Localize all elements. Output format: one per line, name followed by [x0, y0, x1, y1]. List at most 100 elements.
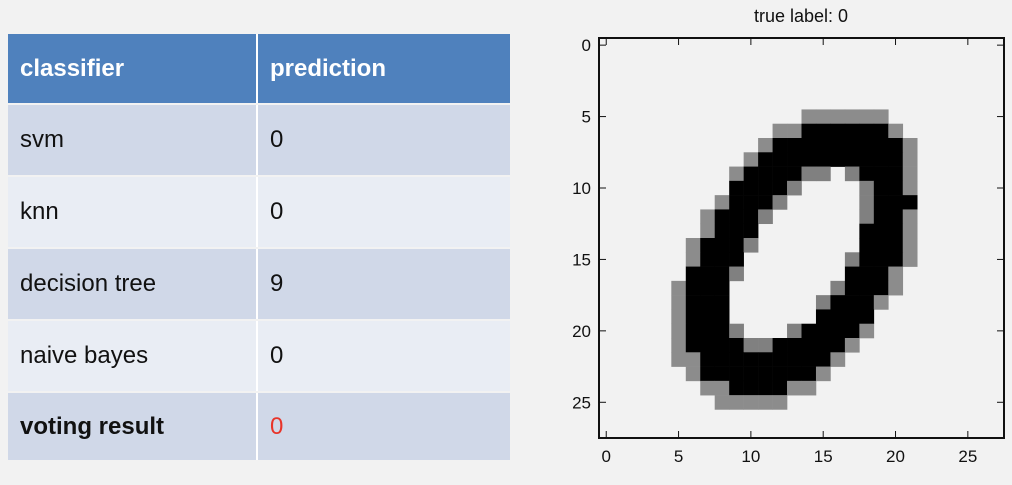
voting-result-row: voting result 0 [8, 393, 510, 460]
pixel [815, 152, 831, 167]
pixel [685, 352, 701, 367]
pixel [671, 280, 687, 296]
pixel [685, 280, 701, 296]
pixel [787, 180, 802, 196]
pixel [714, 223, 730, 239]
pixel [830, 338, 846, 353]
pixel [671, 323, 687, 339]
pixel [873, 109, 889, 125]
pixel [714, 309, 730, 325]
y-tick-label: 0 [582, 36, 591, 55]
pixel [859, 280, 875, 296]
pixel [714, 380, 730, 396]
pixel [873, 123, 889, 139]
table-row: svm 0 [8, 105, 510, 175]
y-axis-ticks: 0 5 10 15 20 25 [572, 36, 1004, 412]
pixel [671, 295, 687, 310]
pixel [888, 195, 904, 210]
pixel [685, 309, 701, 325]
pixel [729, 338, 744, 353]
table-row: naive bayes 0 [8, 321, 510, 391]
pixel [700, 366, 716, 382]
pixel [873, 238, 889, 253]
pixel [873, 295, 889, 310]
pixel [815, 138, 831, 153]
pixel [743, 180, 759, 196]
pixel [902, 166, 918, 182]
pixel [888, 166, 904, 182]
pixel [758, 352, 773, 367]
pixel [787, 138, 802, 153]
pixel [902, 209, 918, 225]
pixel [700, 295, 716, 310]
classifier-prediction-table: classifier prediction svm 0 knn 0 decisi… [8, 34, 510, 460]
x-tick-label: 25 [958, 447, 977, 466]
classifier-name: naive bayes [8, 321, 258, 391]
classifier-name: decision tree [8, 249, 258, 319]
pixel [787, 380, 802, 396]
pixel [729, 380, 744, 396]
pixel [873, 280, 889, 296]
table-row: decision tree 9 [8, 249, 510, 319]
pixel [888, 238, 904, 253]
pixel [815, 352, 831, 367]
pixel [743, 380, 759, 396]
pixel [714, 238, 730, 253]
pixel [873, 166, 889, 182]
pixel [700, 280, 716, 296]
classifier-name: knn [8, 177, 258, 247]
pixel [873, 252, 889, 267]
pixel [873, 266, 889, 282]
pixel [700, 266, 716, 282]
y-tick-label: 20 [572, 322, 591, 341]
pixel [787, 152, 802, 167]
pixel [844, 309, 860, 325]
pixel [815, 323, 831, 339]
pixel [844, 338, 860, 353]
pixel [859, 223, 875, 239]
pixel [873, 223, 889, 239]
pixel [714, 366, 730, 382]
table-row: knn 0 [8, 177, 510, 247]
pixel [729, 166, 744, 182]
pixel [714, 209, 730, 225]
pixel [844, 123, 860, 139]
pixel [758, 166, 773, 182]
pixel [801, 109, 817, 125]
x-tick-label: 10 [741, 447, 760, 466]
pixel [671, 309, 687, 325]
prediction-value: 0 [258, 177, 510, 247]
pixel [685, 266, 701, 282]
y-tick-label: 25 [572, 393, 591, 412]
x-tick-label: 20 [886, 447, 905, 466]
plot-title: true label: 0 [753, 6, 849, 26]
pixel [787, 366, 802, 382]
pixel [844, 166, 860, 182]
pixel [729, 366, 744, 382]
pixel [888, 266, 904, 282]
pixel [743, 352, 759, 367]
y-tick-label: 5 [582, 108, 591, 127]
pixel [758, 180, 773, 196]
pixel [772, 166, 788, 182]
pixel [758, 195, 773, 210]
y-tick-label: 10 [572, 179, 591, 198]
pixel [700, 209, 716, 225]
pixel [801, 323, 817, 339]
pixel [700, 223, 716, 239]
digit-image-plot: 0 5 10 15 20 25 0 5 10 15 20 25 [572, 36, 1005, 466]
pixel [815, 295, 831, 310]
pixel [700, 252, 716, 267]
prediction-value: 9 [258, 249, 510, 319]
voting-result-label: voting result [8, 393, 258, 460]
pixel [859, 195, 875, 210]
pixel [685, 295, 701, 310]
pixel [758, 209, 773, 225]
pixel [758, 380, 773, 396]
pixel [844, 109, 860, 125]
prediction-value: 0 [258, 321, 510, 391]
pixel [743, 238, 759, 253]
pixel [888, 138, 904, 153]
digit-pixel-grid [671, 109, 918, 410]
